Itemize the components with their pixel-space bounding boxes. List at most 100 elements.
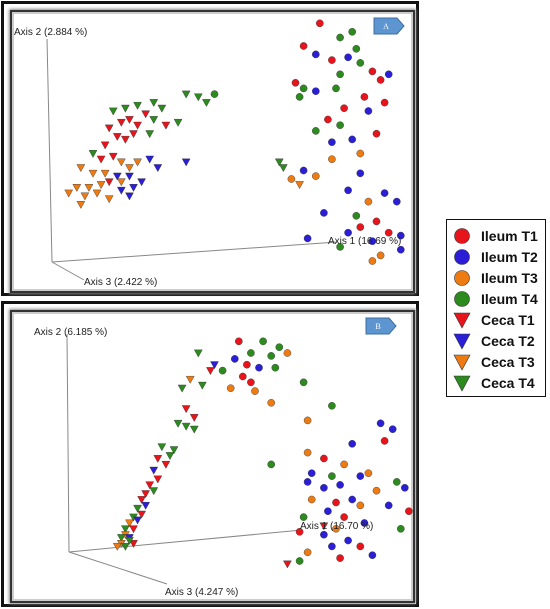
legend-label-ileum-t4: Ileum T4 [481, 291, 538, 307]
point-ceca-t1 [153, 475, 163, 484]
point-ceca-t1 [283, 560, 292, 569]
point-ceca-t3 [117, 158, 126, 167]
legend-item-ileum-t3: Ileum T3 [453, 268, 538, 288]
point-ceca-t3 [64, 189, 74, 198]
point-ileum-t1 [380, 437, 389, 445]
point-ceca-t1 [117, 118, 126, 127]
point-ceca-t4 [149, 99, 159, 107]
panel-a-tag: A [373, 17, 405, 35]
panel-b-axis-1-label: Axis 1 (16.70 %) [300, 521, 373, 532]
point-ceca-t3 [133, 158, 142, 167]
point-ceca-t4 [173, 419, 183, 428]
point-ileum-t3 [287, 175, 296, 183]
point-ceca-t4 [121, 542, 130, 551]
point-ceca-t3 [96, 181, 106, 190]
point-ileum-t1 [380, 98, 389, 107]
legend-item-ceca-t2: Ceca T2 [453, 331, 535, 351]
legend-marker-ileum-t3 [454, 270, 470, 286]
point-ceca-t4 [121, 525, 130, 534]
point-ileum-t3 [303, 448, 312, 457]
legend-label-ileum-t2: Ileum T2 [481, 249, 538, 265]
panel-b-axis-3-line [68, 551, 168, 585]
point-ceca-t1 [137, 496, 146, 504]
panel-a-axis-3-line [51, 261, 85, 281]
point-ceca-t1 [108, 152, 118, 161]
point-ileum-t4 [328, 472, 336, 480]
point-ileum-t2 [303, 234, 312, 243]
point-ileum-t2 [356, 169, 365, 178]
panel-b-axis-3-label: Axis 3 (4.247 %) [165, 587, 238, 598]
point-ileum-t1 [372, 217, 381, 226]
point-ceca-t3 [84, 184, 94, 192]
point-ileum-t2 [299, 166, 308, 175]
point-ileum-t1 [336, 554, 344, 562]
point-ileum-t2 [348, 135, 357, 144]
point-ceca-t3 [76, 164, 86, 173]
point-ileum-t4 [396, 524, 405, 533]
point-ceca-t1 [100, 141, 110, 150]
legend-item-ceca-t4: Ceca T4 [453, 373, 535, 393]
point-ileum-t3 [328, 155, 336, 163]
point-ileum-t2 [348, 495, 357, 504]
point-ileum-t2 [328, 542, 336, 551]
point-ileum-t3 [364, 469, 373, 477]
point-ceca-t3 [125, 164, 134, 173]
point-ileum-t4 [271, 363, 280, 372]
point-ceca-t1 [129, 540, 138, 548]
point-ileum-t3 [283, 349, 292, 357]
point-ileum-t3 [356, 501, 365, 510]
point-ileum-t1 [360, 93, 369, 101]
point-ileum-t4 [332, 84, 340, 93]
point-ileum-t4 [336, 121, 344, 129]
panel-b-tag-label: B [375, 322, 380, 331]
point-ileum-t2 [324, 507, 332, 515]
panel-a-points [64, 19, 405, 265]
point-ileum-t4 [336, 70, 344, 79]
point-ceca-t3 [72, 184, 82, 192]
point-ceca-t4 [125, 537, 134, 545]
point-ceca-t4 [202, 99, 211, 107]
point-ceca-t2 [149, 466, 159, 475]
point-ileum-t2 [368, 237, 377, 245]
point-ceca-t3 [104, 195, 114, 204]
point-ceca-t3 [112, 542, 122, 551]
point-ceca-t1 [104, 178, 114, 187]
point-ileum-t4 [352, 45, 361, 53]
point-ileum-t2 [344, 536, 352, 545]
point-ileum-t1 [299, 42, 308, 50]
point-ileum-t4 [218, 366, 227, 375]
legend-marker-ceca-t3 [453, 354, 471, 371]
point-ileum-t2 [384, 501, 393, 510]
panel-a-axis-1-line [51, 241, 338, 263]
point-ileum-t3 [332, 524, 340, 533]
point-ileum-t1 [368, 67, 377, 76]
point-ceca-t4 [193, 349, 203, 358]
point-ceca-t2 [117, 186, 126, 195]
point-ceca-t4 [181, 422, 191, 431]
point-ileum-t1 [356, 542, 365, 551]
point-ceca-t1 [145, 481, 155, 490]
point-ceca-t1 [319, 522, 329, 531]
point-ileum-t4 [295, 93, 304, 101]
point-ileum-t3 [226, 384, 235, 392]
panel-a-tag-shape [373, 17, 405, 35]
panel-a-plot-area: Axis 2 (2.884 %) Axis 1 (16.69 %) Axis 3… [10, 10, 415, 293]
legend-label-ileum-t3: Ileum T3 [481, 270, 538, 286]
point-ileum-t4 [356, 59, 365, 67]
point-ileum-t3 [368, 257, 377, 265]
legend-label-ceca-t4: Ceca T4 [481, 375, 535, 391]
legend-label-ceca-t2: Ceca T2 [481, 333, 535, 349]
point-ceca-t2 [125, 172, 134, 181]
point-ileum-t1 [291, 79, 300, 87]
point-ceca-t4 [88, 150, 98, 158]
point-ileum-t1 [238, 372, 247, 381]
point-ceca-t4 [108, 107, 118, 116]
point-ceca-t2 [153, 164, 163, 173]
point-ileum-t2 [364, 107, 373, 115]
point-ileum-t2 [320, 209, 328, 217]
point-ceca-t3 [125, 519, 134, 528]
point-ileum-t4 [275, 343, 284, 352]
point-ceca-t1 [181, 405, 191, 414]
point-ceca-t3 [80, 192, 90, 201]
panel-b-axis-2-line [66, 333, 70, 553]
